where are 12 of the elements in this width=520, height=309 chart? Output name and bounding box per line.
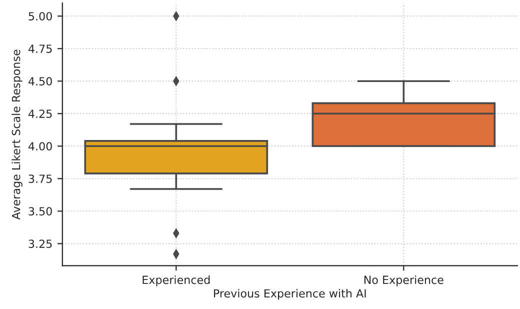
y-tick-label: 4.00	[28, 142, 52, 150]
y-tick-label: 5.00	[28, 12, 52, 20]
x-axis-title: Previous Experience with AI	[214, 288, 366, 300]
x-tick-label: Experienced	[142, 275, 210, 286]
y-tick-label: 4.25	[28, 110, 52, 118]
y-tick-label: 4.50	[28, 77, 52, 86]
y-axis-title: Average Likert Scale Response	[12, 50, 22, 220]
x-tick-label: No Experience	[364, 275, 444, 286]
y-tick-label: 4.75	[28, 44, 52, 53]
y-tick-label: 3.50	[28, 207, 52, 216]
y-tick-label: 3.25	[28, 240, 52, 248]
y-tick-label: 3.75	[28, 174, 52, 184]
